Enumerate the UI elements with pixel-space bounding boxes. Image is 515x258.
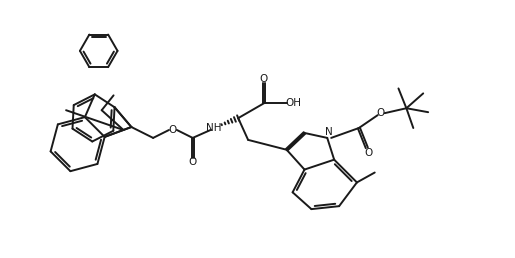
Text: NH: NH xyxy=(205,123,221,133)
Text: O: O xyxy=(376,108,385,118)
Text: OH: OH xyxy=(286,98,302,108)
Text: O: O xyxy=(188,157,197,167)
Text: O: O xyxy=(365,148,373,158)
Text: O: O xyxy=(260,74,268,84)
Text: O: O xyxy=(169,125,177,135)
Text: N: N xyxy=(325,127,333,137)
